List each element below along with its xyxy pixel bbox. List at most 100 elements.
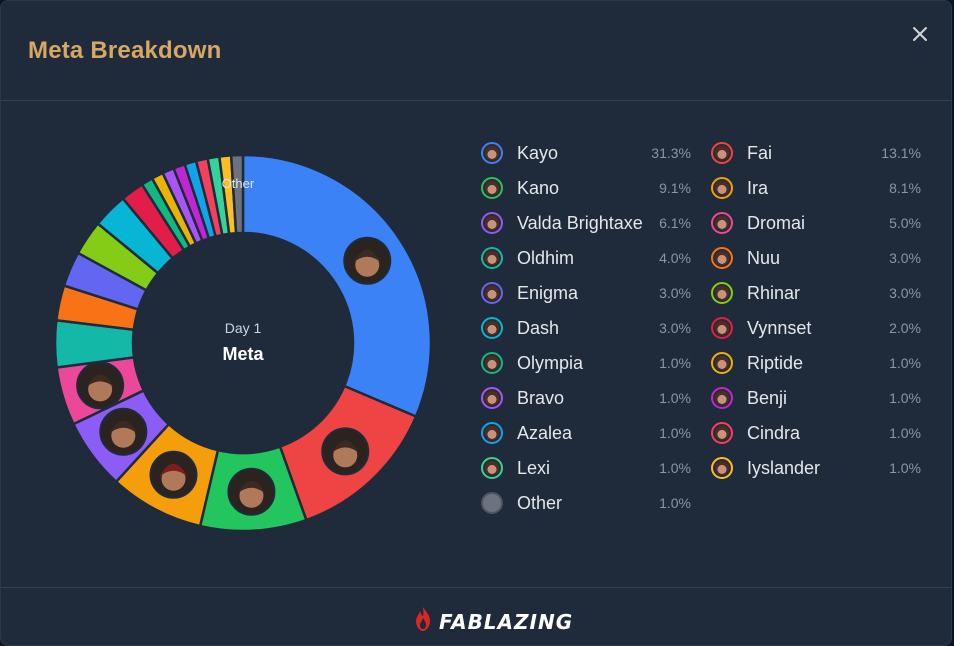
legend-label: Riptide xyxy=(747,352,804,373)
legend-percent: 9.1% xyxy=(659,180,691,196)
legend-item-bravo[interactable]: Bravo 1.0% xyxy=(481,382,691,414)
legend-percent: 3.0% xyxy=(889,285,921,301)
avatar-dromai xyxy=(76,361,125,410)
flame-icon xyxy=(413,606,433,637)
legend-swatch-olympia xyxy=(481,352,503,374)
slice-kayo[interactable] xyxy=(241,153,433,419)
legend-item-other[interactable]: Other 1.0% xyxy=(481,487,691,519)
legend-percent: 1.0% xyxy=(889,425,921,441)
legend-percent: 8.1% xyxy=(889,180,921,196)
legend-label: Lexi xyxy=(517,457,551,478)
legend-percent: 31.3% xyxy=(651,145,691,161)
legend-swatch-kayo xyxy=(481,142,503,164)
legend-label: Dromai xyxy=(747,212,806,233)
legend-swatch-ira xyxy=(711,177,733,199)
modal-footer: FABLAZING xyxy=(1,587,951,645)
legend-swatch-benji xyxy=(711,387,733,409)
legend-label: Azalea xyxy=(517,422,573,443)
legend-item-iyslander[interactable]: Iyslander 1.0% xyxy=(711,452,921,484)
legend-item-enigma[interactable]: Enigma 3.0% xyxy=(481,277,691,309)
legend-item-dash[interactable]: Dash 3.0% xyxy=(481,312,691,344)
legend-label: Benji xyxy=(747,387,788,408)
legend-label: Ira xyxy=(747,177,769,198)
legend-percent: 6.1% xyxy=(659,215,691,231)
donut-chart[interactable]: Other Day 1 Meta xyxy=(41,141,445,545)
legend-label: Iyslander xyxy=(747,457,821,478)
legend-swatch-enigma xyxy=(481,282,503,304)
modal-header: Meta Breakdown xyxy=(1,1,951,101)
legend-percent: 3.0% xyxy=(659,320,691,336)
legend-percent: 1.0% xyxy=(659,495,691,511)
legend-percent: 1.0% xyxy=(889,390,921,406)
legend-item-nuu[interactable]: Nuu 3.0% xyxy=(711,242,921,274)
legend-label: Dash xyxy=(517,317,560,338)
legend-percent: 3.0% xyxy=(889,250,921,266)
legend-percent: 5.0% xyxy=(889,215,921,231)
legend-swatch-other xyxy=(481,492,503,514)
legend-item-cindra[interactable]: Cindra 1.0% xyxy=(711,417,921,449)
legend-swatch-azalea xyxy=(481,422,503,444)
legend-item-rhinar[interactable]: Rhinar 3.0% xyxy=(711,277,921,309)
brand-logo: FABLAZING xyxy=(413,606,573,637)
legend-swatch-lexi xyxy=(481,457,503,479)
legend-item-fai[interactable]: Fai 13.1% xyxy=(711,137,921,169)
legend-swatch-dromai xyxy=(711,212,733,234)
legend-label: Nuu xyxy=(747,247,781,268)
legend-item-lexi[interactable]: Lexi 1.0% xyxy=(481,452,691,484)
legend-label: Enigma xyxy=(517,282,579,303)
legend-swatch-dash xyxy=(481,317,503,339)
avatar-valda-brightaxe xyxy=(99,407,148,456)
modal-title: Meta Breakdown xyxy=(28,37,222,64)
close-icon xyxy=(907,21,933,47)
chart-legend: Kayo 31.3% Fai 13.1% Kano 9.1% Ira 8.1% Valda Br… xyxy=(481,137,941,527)
legend-swatch-nuu xyxy=(711,247,733,269)
slice-other[interactable] xyxy=(229,153,245,235)
legend-percent: 4.0% xyxy=(659,250,691,266)
legend-swatch-bravo xyxy=(481,387,503,409)
other-slice-label: Other xyxy=(222,176,255,191)
legend-percent: 1.0% xyxy=(659,460,691,476)
legend-item-vynnset[interactable]: Vynnset 2.0% xyxy=(711,312,921,344)
legend-item-kayo[interactable]: Kayo 31.3% xyxy=(481,137,691,169)
legend-percent: 1.0% xyxy=(659,390,691,406)
legend-percent: 3.0% xyxy=(659,285,691,301)
avatar-ira xyxy=(149,450,198,499)
center-label-meta: Meta xyxy=(222,344,264,364)
avatar-kayo xyxy=(343,236,392,285)
legend-swatch-cindra xyxy=(711,422,733,444)
legend-label: Other xyxy=(517,492,563,513)
legend-swatch-oldhim xyxy=(481,247,503,269)
legend-swatch-iyslander xyxy=(711,457,733,479)
legend-swatch-fai xyxy=(711,142,733,164)
legend-label: Fai xyxy=(747,142,773,163)
legend-swatch-kano xyxy=(481,177,503,199)
legend-percent: 1.0% xyxy=(659,425,691,441)
legend-item-ira[interactable]: Ira 8.1% xyxy=(711,172,921,204)
legend-swatch-riptide xyxy=(711,352,733,374)
legend-item-azalea[interactable]: Azalea 1.0% xyxy=(481,417,691,449)
legend-label: Valda Brightaxe xyxy=(517,212,643,233)
legend-label: Oldhim xyxy=(517,247,575,268)
legend-label: Kayo xyxy=(517,142,559,163)
legend-label: Rhinar xyxy=(747,282,801,303)
close-button[interactable] xyxy=(907,21,933,47)
legend-item-oldhim[interactable]: Oldhim 4.0% xyxy=(481,242,691,274)
legend-swatch-vynnset xyxy=(711,317,733,339)
legend-item-olympia[interactable]: Olympia 1.0% xyxy=(481,347,691,379)
legend-percent: 1.0% xyxy=(889,460,921,476)
legend-item-kano[interactable]: Kano 9.1% xyxy=(481,172,691,204)
legend-item-benji[interactable]: Benji 1.0% xyxy=(711,382,921,414)
donut-chart-svg: Other Day 1 Meta xyxy=(53,153,433,533)
legend-label: Vynnset xyxy=(747,317,812,338)
legend-item-valda-brightaxe[interactable]: Valda Brightaxe 6.1% xyxy=(481,207,691,239)
legend-item-riptide[interactable]: Riptide 1.0% xyxy=(711,347,921,379)
avatar-kano xyxy=(227,467,276,516)
legend-percent: 1.0% xyxy=(889,355,921,371)
legend-item-dromai[interactable]: Dromai 5.0% xyxy=(711,207,921,239)
legend-percent: 1.0% xyxy=(659,355,691,371)
brand-name: FABLAZING xyxy=(439,609,574,634)
center-label-day: Day 1 xyxy=(225,320,262,336)
legend-swatch-rhinar xyxy=(711,282,733,304)
legend-label: Bravo xyxy=(517,387,565,408)
